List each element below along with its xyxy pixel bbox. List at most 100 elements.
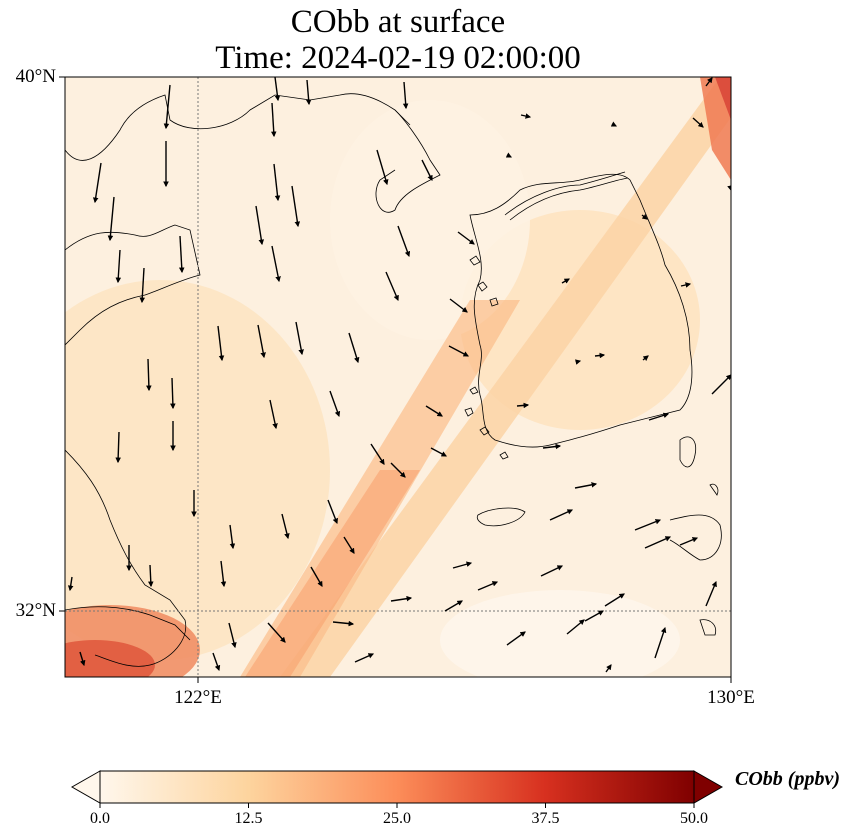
wind-arrow	[711, 374, 731, 395]
wind-arrow	[107, 196, 115, 242]
wind-arrow	[634, 519, 662, 531]
concentration-field	[65, 77, 731, 677]
wind-arrow	[561, 278, 570, 284]
wind-arrow	[146, 358, 152, 392]
wind-arrow	[267, 622, 286, 643]
wind-arrow	[605, 664, 612, 673]
wind-arrow	[273, 163, 281, 202]
wind-arrow	[92, 162, 102, 204]
wind-arrow	[452, 561, 473, 569]
wind-arrow	[506, 631, 526, 646]
wind-arrow	[505, 152, 513, 158]
wind-arrow	[594, 352, 606, 359]
wind-arrow	[271, 245, 281, 283]
wind-arrow	[402, 81, 409, 110]
wind-arrow	[370, 443, 385, 465]
colorbar-tick-2: 25.0	[383, 810, 411, 827]
wind-arrow	[574, 359, 582, 365]
wind-arrow	[255, 205, 265, 246]
axis-ticks	[59, 76, 732, 683]
wind-arrow	[542, 443, 562, 450]
wind-arrow	[269, 399, 278, 430]
wind-arrow	[610, 121, 618, 127]
wind-arrow	[516, 402, 530, 409]
wind-arrow	[457, 231, 475, 245]
lat-label-40n: 40°N	[15, 66, 56, 87]
colorbar	[70, 770, 724, 808]
wind-vectors	[67, 77, 731, 673]
wind-arrow	[425, 405, 443, 417]
wind-arrow	[449, 298, 468, 313]
wind-arrow	[228, 622, 237, 649]
wind-arrow	[692, 117, 704, 128]
wind-arrow	[327, 499, 338, 525]
wind-arrow	[421, 159, 433, 182]
wind-arrow	[212, 652, 221, 672]
wind-arrow	[574, 482, 598, 489]
lat-label-32n: 32°N	[15, 600, 56, 621]
wind-arrow	[147, 564, 154, 588]
wind-arrow	[584, 610, 604, 622]
wind-arrow	[295, 321, 304, 356]
colorbar-label: CObb (ppbv)	[735, 768, 840, 790]
lon-label-122e: 122°E	[174, 687, 222, 708]
wind-arrow	[520, 113, 532, 119]
wind-arrow	[115, 249, 122, 284]
wind-arrow	[305, 79, 312, 106]
wind-arrow	[310, 566, 323, 587]
wind-arrow	[332, 620, 355, 627]
wind-arrow	[79, 651, 86, 667]
wind-arrow	[163, 84, 171, 130]
wind-arrow	[648, 412, 670, 421]
coastlines	[65, 93, 722, 667]
wind-arrow	[376, 149, 389, 186]
wind-arrow	[115, 431, 121, 464]
wind-arrow	[444, 600, 463, 612]
map-title: CObb at surface	[290, 4, 506, 40]
wind-arrow	[705, 77, 713, 87]
wind-arrow	[679, 537, 699, 546]
wind-arrow	[727, 184, 731, 192]
wind-arrow	[67, 576, 74, 592]
wind-arrow	[270, 102, 277, 138]
wind-arrow	[217, 325, 225, 362]
wind-arrow	[549, 509, 574, 521]
wind-arrow	[680, 282, 692, 288]
colorbar-tick-0: 0.0	[90, 810, 110, 827]
wind-arrow	[641, 214, 648, 220]
wind-arrow	[642, 355, 649, 361]
wind-arrow	[644, 536, 672, 549]
wind-arrow	[705, 580, 717, 607]
wind-arrow	[220, 560, 227, 588]
wind-arrow	[477, 581, 499, 591]
map-subtitle-time: Time: 2024-02-19 02:00:00	[215, 40, 581, 76]
wind-arrow	[540, 565, 564, 577]
wind-arrow	[274, 77, 281, 102]
wind-arrow	[604, 593, 625, 607]
wind-arrow	[257, 324, 266, 359]
wind-arrow	[390, 595, 413, 602]
wind-arrow	[329, 390, 341, 418]
wind-arrow	[448, 345, 469, 357]
wind-arrow	[229, 524, 236, 550]
wind-arrow	[397, 225, 411, 258]
wind-arrow	[566, 619, 585, 635]
wind-arrow	[281, 513, 290, 540]
wind-arrow	[385, 271, 399, 302]
wind-arrow	[170, 377, 176, 410]
wind-arrow	[139, 267, 146, 304]
map-frame	[64, 76, 732, 678]
lon-label-130e: 130°E	[707, 687, 755, 708]
wind-arrow	[291, 185, 301, 228]
wind-arrow	[654, 626, 667, 659]
wind-arrow	[354, 653, 375, 663]
wind-arrow	[178, 235, 185, 274]
colorbar-tick-4: 50.0	[680, 810, 708, 827]
wind-arrow	[390, 462, 406, 478]
wind-arrow	[343, 536, 355, 554]
wind-arrow	[430, 447, 447, 457]
colorbar-tick-3: 37.5	[531, 810, 560, 827]
gridlines	[65, 77, 731, 677]
wind-arrow	[348, 332, 360, 364]
